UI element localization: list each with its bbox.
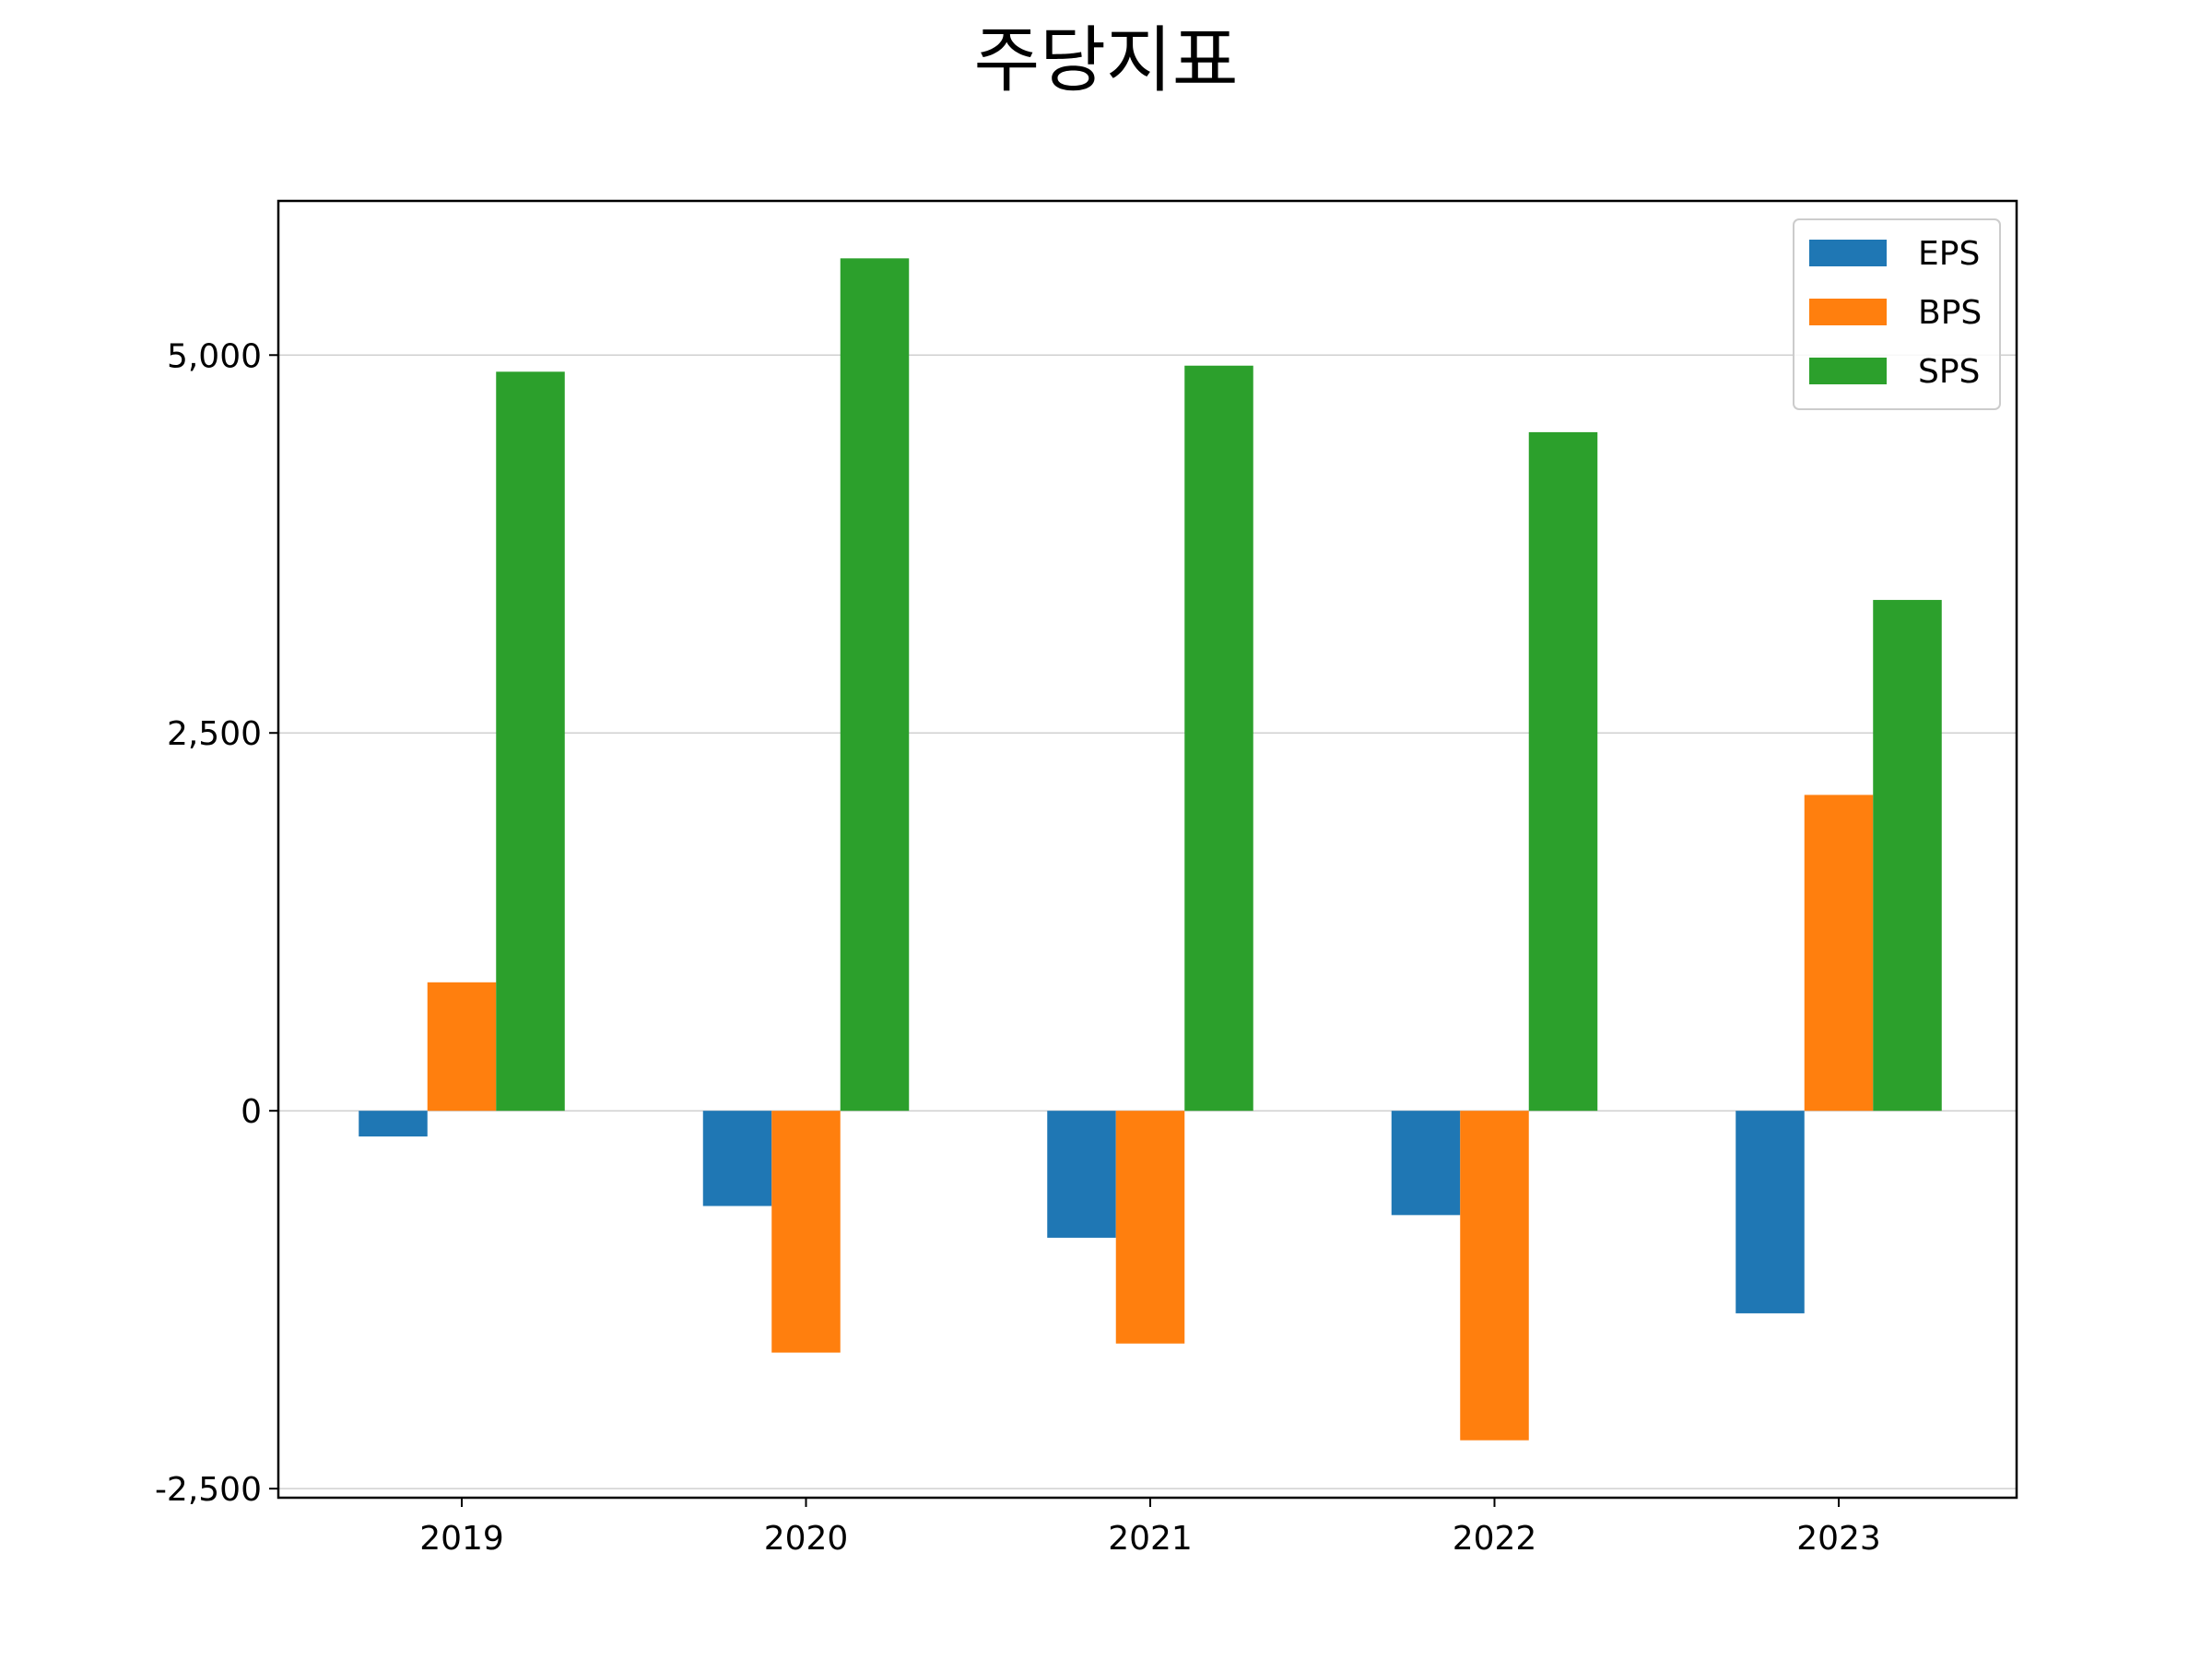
- legend-label-eps: EPS: [1918, 235, 1980, 273]
- bar-eps-2022: [1391, 1111, 1461, 1216]
- bar-bps-2020: [771, 1111, 841, 1353]
- bar-sps-2023: [1873, 599, 1942, 1112]
- plot-frame: [276, 199, 2018, 1500]
- bar-sps-2021: [1184, 365, 1253, 1112]
- legend-swatch-sps: [1809, 358, 1887, 384]
- y-tick-label: 2,500: [167, 715, 262, 753]
- bar-sps-2020: [840, 258, 910, 1112]
- x-tick-label: 2020: [764, 1520, 849, 1558]
- axis-ticks: -2,500 0 2,500 5,000 2019 2020 2021 2022 2023: [155, 337, 1881, 1558]
- bar-bps-2022: [1460, 1111, 1529, 1441]
- legend[interactable]: EPS BPS SPS: [1793, 218, 2001, 410]
- bar-eps-2021: [1047, 1111, 1116, 1238]
- x-tick-label: 2022: [1453, 1520, 1537, 1558]
- legend-swatch-bps: [1809, 299, 1887, 325]
- legend-swatch-eps: [1809, 240, 1887, 266]
- y-tick-label: 5,000: [167, 337, 262, 375]
- bar-bps-2021: [1115, 1111, 1185, 1344]
- bars: [359, 258, 1942, 1441]
- bar-eps-2020: [702, 1111, 772, 1206]
- legend-label-bps: BPS: [1918, 294, 1982, 332]
- legend-label-sps: SPS: [1918, 353, 1980, 391]
- bar-sps-2022: [1528, 431, 1598, 1112]
- x-tick-label: 2019: [419, 1520, 504, 1558]
- chart-title: 주당지표: [973, 19, 1238, 102]
- bar-bps-2023: [1804, 794, 1874, 1112]
- bar-eps-2023: [1735, 1111, 1805, 1313]
- bar-sps-2019: [496, 371, 565, 1112]
- x-tick-label: 2021: [1108, 1520, 1193, 1558]
- bar-bps-2019: [427, 982, 497, 1112]
- bar-eps-2019: [359, 1111, 428, 1137]
- gridlines: [278, 354, 2017, 1489]
- y-tick-label: 0: [241, 1093, 262, 1131]
- x-tick-label: 2023: [1796, 1520, 1881, 1558]
- y-tick-label: -2,500: [155, 1471, 262, 1509]
